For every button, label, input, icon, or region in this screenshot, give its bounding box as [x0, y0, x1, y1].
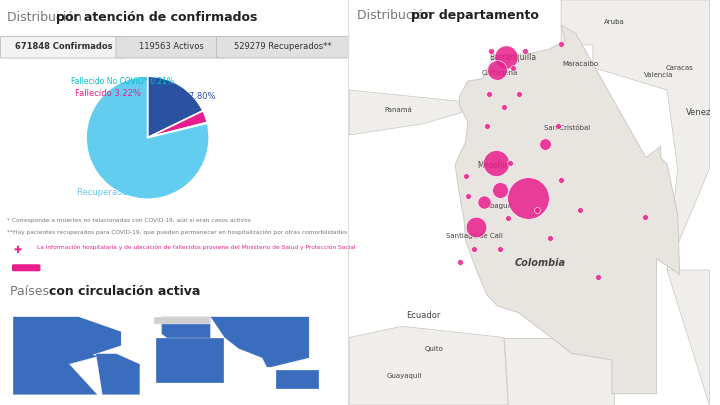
FancyBboxPatch shape — [1, 36, 126, 58]
FancyBboxPatch shape — [116, 36, 227, 58]
Point — [508, 65, 519, 72]
Text: Venez: Venez — [686, 108, 711, 117]
Text: Medellín: Medellín — [477, 161, 510, 170]
Point — [469, 245, 480, 252]
Point — [503, 215, 514, 222]
Polygon shape — [455, 25, 680, 394]
Point — [481, 123, 492, 130]
Point — [555, 40, 567, 47]
Point — [478, 198, 490, 205]
Polygon shape — [96, 354, 140, 395]
Wedge shape — [148, 76, 203, 138]
Text: Aruba: Aruba — [604, 19, 625, 25]
Point — [522, 194, 534, 201]
Text: Maracaibo: Maracaibo — [562, 61, 598, 67]
Text: Quito: Quito — [425, 346, 444, 352]
Point — [454, 259, 466, 265]
Polygon shape — [504, 337, 614, 405]
FancyBboxPatch shape — [217, 36, 348, 58]
Wedge shape — [86, 76, 209, 199]
Text: Ecuador: Ecuador — [406, 311, 441, 320]
Point — [470, 223, 482, 230]
Wedge shape — [148, 111, 207, 138]
Text: Colombia: Colombia — [514, 258, 565, 268]
Point — [519, 48, 531, 54]
Point — [500, 54, 512, 60]
Text: Caracas: Caracas — [666, 65, 693, 71]
Point — [495, 186, 506, 193]
Point — [639, 213, 651, 220]
Point — [575, 207, 586, 213]
FancyBboxPatch shape — [12, 264, 40, 271]
Text: San Cristóbal: San Cristóbal — [544, 125, 590, 131]
Text: Fallecido 3.22%: Fallecido 3.22% — [76, 89, 141, 98]
Text: por atención de confirmados: por atención de confirmados — [56, 11, 258, 24]
Polygon shape — [210, 317, 309, 367]
Text: ✚: ✚ — [14, 245, 22, 255]
Text: Activo 17.80%: Activo 17.80% — [156, 92, 216, 101]
Text: Panamá: Panamá — [384, 107, 412, 113]
Text: Guayaquil: Guayaquil — [387, 373, 422, 379]
Polygon shape — [349, 90, 462, 135]
Text: Valencia: Valencia — [644, 72, 673, 78]
Text: Santiago de Cali: Santiago de Cali — [446, 233, 503, 239]
Point — [498, 104, 510, 110]
Point — [539, 141, 551, 147]
Polygon shape — [154, 317, 210, 324]
Text: 119563 Activos: 119563 Activos — [139, 43, 204, 51]
Point — [593, 273, 604, 280]
Text: Distribución: Distribución — [7, 11, 86, 24]
Polygon shape — [349, 326, 508, 405]
Text: 671848 Confirmados: 671848 Confirmados — [14, 43, 112, 51]
Text: La información hospitalaria y de ubicación de fallecidos proviene del Ministerio: La información hospitalaria y de ubicaci… — [37, 245, 356, 250]
Text: con circulación activa: con circulación activa — [48, 285, 200, 298]
Text: Ibagué: Ibagué — [489, 202, 513, 209]
Polygon shape — [561, 0, 709, 270]
Text: 529279 Recuperados**: 529279 Recuperados** — [234, 43, 331, 51]
Point — [462, 192, 474, 199]
Point — [513, 91, 524, 98]
Text: por departamento: por departamento — [412, 9, 539, 22]
Text: Recuperado 78.78%: Recuperado 78.78% — [77, 188, 162, 197]
Text: Cartagena: Cartagena — [482, 70, 518, 77]
Polygon shape — [156, 338, 225, 382]
Point — [485, 48, 497, 54]
Point — [555, 177, 567, 183]
Polygon shape — [13, 317, 121, 395]
Point — [494, 245, 505, 252]
Point — [545, 234, 557, 241]
Polygon shape — [161, 317, 210, 339]
Polygon shape — [667, 270, 709, 405]
Wedge shape — [148, 122, 207, 138]
Point — [531, 207, 543, 213]
Point — [484, 91, 495, 98]
Point — [552, 123, 564, 130]
Point — [492, 66, 503, 73]
Point — [460, 173, 472, 179]
Text: Fallecido No COVID* 0.21%: Fallecido No COVID* 0.21% — [71, 77, 174, 86]
Text: Distribución: Distribución — [356, 9, 436, 22]
Text: * Corresponde a muertes no relacionadas con COVID-19, aún si eran casos activos: * Corresponde a muertes no relacionadas … — [7, 218, 251, 223]
Point — [490, 160, 502, 166]
Text: **Hay pacientes recuperados para COVID-19, que pueden permanecer en hospitalizac: **Hay pacientes recuperados para COVID-1… — [7, 230, 347, 235]
Text: Países: Países — [10, 285, 53, 298]
Polygon shape — [276, 370, 318, 389]
Text: Barranquilla: Barranquilla — [489, 53, 536, 62]
Point — [505, 160, 516, 166]
